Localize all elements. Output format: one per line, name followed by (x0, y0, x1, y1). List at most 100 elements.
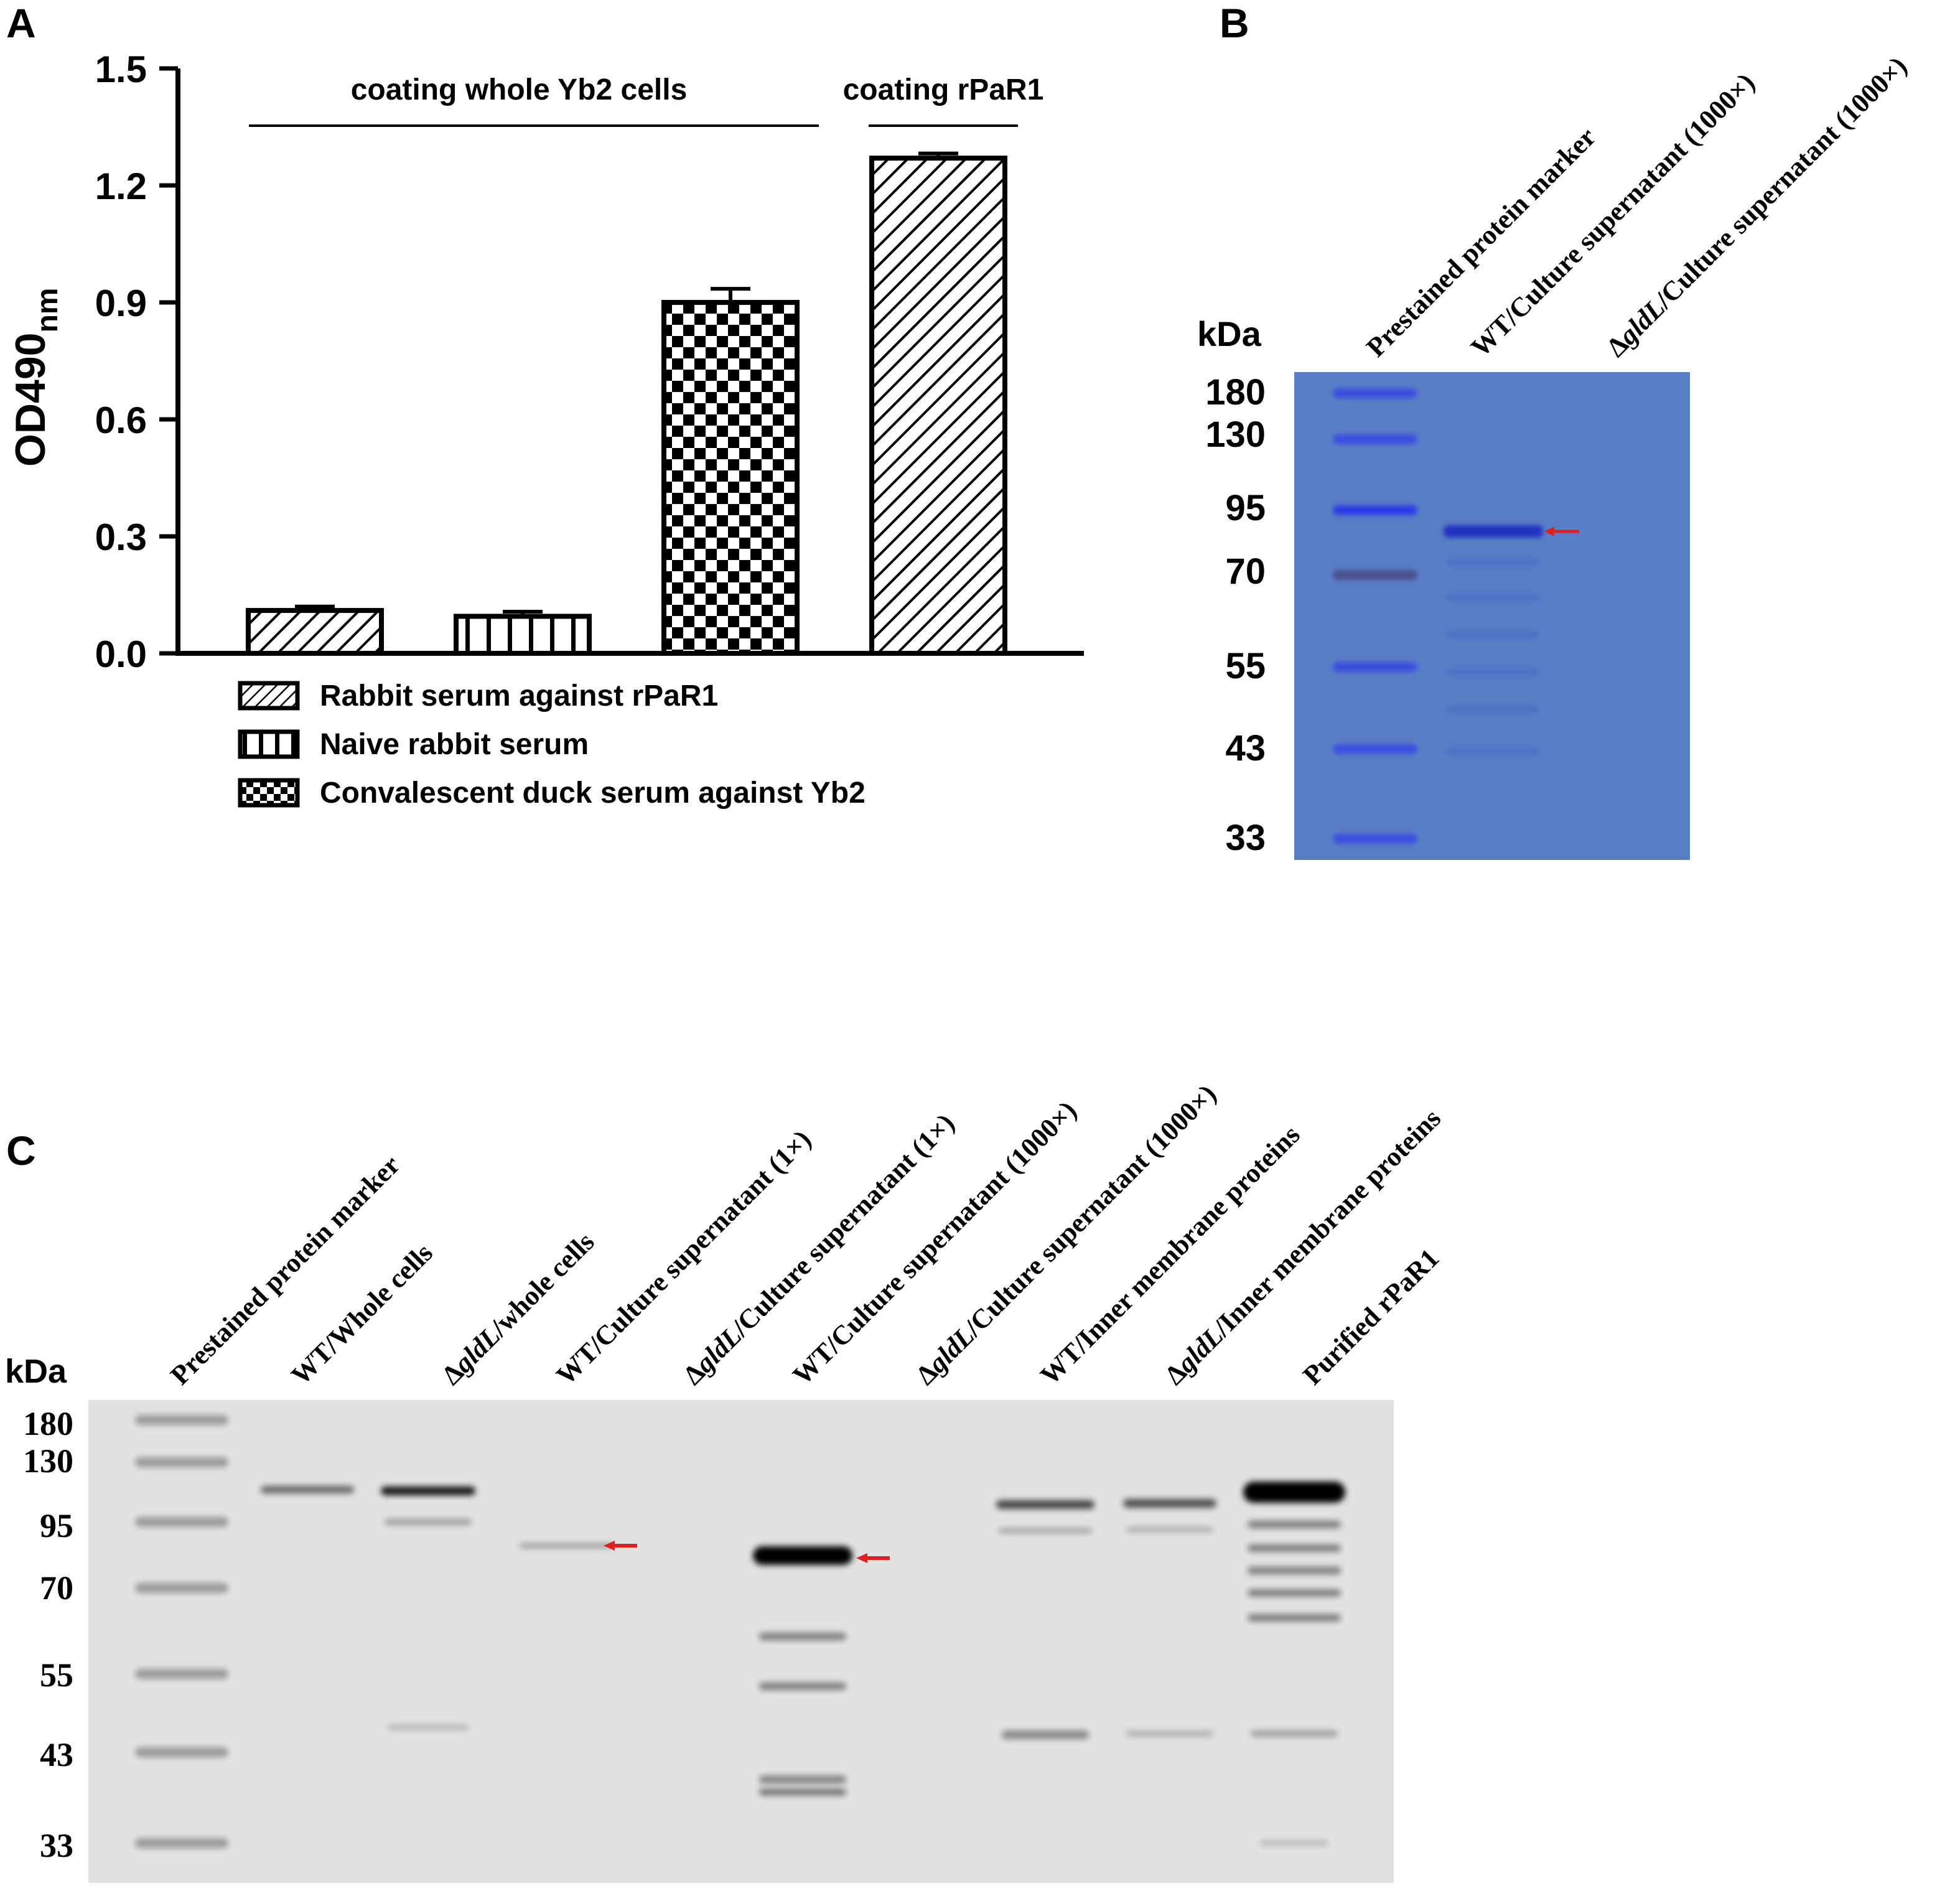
blot-band (1251, 1730, 1338, 1737)
lane-label-text: /Culture supernatant (1000×) (958, 1078, 1222, 1342)
blot-band (759, 1789, 846, 1795)
bar (454, 614, 592, 656)
blot-band (999, 1528, 1092, 1533)
legend-label: Naive rabbit serum (320, 728, 589, 761)
gel-b-unit: kDa (1197, 314, 1262, 353)
target-band (1444, 525, 1543, 538)
y-tick-label: 1.2 (95, 166, 147, 207)
faint-band (1446, 668, 1539, 676)
group-label-rpar1: coating rPaR1 (843, 73, 1044, 106)
gel-b-bands (1333, 388, 1579, 844)
bar (661, 300, 800, 656)
lane-label-text: Prestained protein marker (164, 1149, 406, 1391)
legend-label: Rabbit serum against rPaR1 (320, 679, 718, 712)
bar (869, 156, 1007, 656)
marker-label: 55 (1225, 646, 1266, 686)
blot-band (1243, 1482, 1345, 1503)
panel-a: A OD490nm 0.0 0.3 0.6 0.9 1.2 1.5 coating who… (6, 0, 1084, 810)
blot-band (385, 1519, 472, 1525)
marker-label: 95 (40, 1507, 73, 1544)
marker-band (135, 1517, 228, 1527)
blot-band (261, 1486, 354, 1493)
lane-label-text: /Culture supernatant (1000×) (1649, 50, 1913, 314)
arrow-head (604, 1541, 615, 1551)
blot-band (759, 1683, 846, 1690)
marker-label: 180 (1205, 372, 1266, 413)
marker-band (1333, 570, 1417, 580)
y-tick-label: 1.5 (95, 49, 147, 90)
lane-label: ΔgldL/Inner membrane proteins (1159, 1103, 1447, 1391)
lane-label: Purified rPaR1 (1297, 1243, 1445, 1391)
marker-band (1333, 662, 1417, 672)
y-tick-label: 0.0 (95, 633, 147, 675)
blot-band (759, 1776, 846, 1783)
marker-label: 43 (40, 1736, 73, 1773)
arrow-head (1544, 526, 1554, 536)
lane-label-text: /Inner membrane proteins (1207, 1103, 1447, 1342)
y-tick-label: 0.3 (95, 516, 147, 558)
blot-band (388, 1725, 469, 1730)
marker-band (135, 1838, 228, 1848)
marker-band (1333, 388, 1417, 398)
marker-label: 33 (1225, 818, 1266, 858)
marker-band (135, 1669, 228, 1679)
legend-label: Convalescent duck serum against Yb2 (320, 777, 866, 810)
marker-label: 70 (1225, 551, 1266, 592)
blot-band (1126, 1730, 1213, 1737)
faint-band (1446, 559, 1539, 566)
marker-band (1333, 505, 1417, 515)
marker-band (135, 1583, 228, 1593)
blot-band (1123, 1499, 1216, 1508)
lane-label-text: Purified rPaR1 (1297, 1243, 1445, 1391)
legend-swatch (238, 681, 300, 711)
marker-band (135, 1457, 228, 1467)
blot-band (520, 1543, 613, 1548)
gel-b-image (1294, 372, 1690, 860)
marker-label: 33 (40, 1827, 73, 1864)
lane-label: Prestained protein marker (164, 1149, 406, 1391)
blot-band (1002, 1730, 1089, 1739)
bar (246, 608, 384, 656)
lane-label: WT/Inner membrane proteins (1034, 1119, 1305, 1391)
lane-label-text: /whole cells (484, 1226, 600, 1343)
legend-swatch (238, 729, 300, 759)
panel-c: C kDa Prestained protein markerWT/Whole … (5, 1078, 1447, 1883)
legend: Rabbit serum against rPaR1 Naive rabbit s… (238, 679, 866, 810)
y-axis-ticks: 0.0 0.3 0.6 0.9 1.2 1.5 (95, 49, 178, 675)
faint-band (1446, 706, 1539, 713)
blot-c-unit: kDa (5, 1353, 67, 1390)
blot-band (1126, 1527, 1213, 1532)
blot-band (381, 1487, 475, 1495)
panel-b-label: B (1220, 0, 1249, 46)
blot-band (1248, 1614, 1341, 1622)
blot-band (1248, 1544, 1341, 1552)
marker-label: 130 (1205, 414, 1266, 455)
marker-label: 130 (23, 1442, 73, 1480)
panel-c-label: C (6, 1128, 36, 1174)
faint-band (1446, 748, 1539, 755)
blot-band (759, 1633, 846, 1640)
blot-band (753, 1546, 852, 1565)
marker-band (135, 1747, 228, 1757)
lane-label-text: WT/Inner membrane proteins (1034, 1119, 1305, 1391)
panel-b: B kDa Prestained protein markerWT/Cultur… (1197, 0, 1913, 860)
blot-c-image (88, 1400, 1394, 1883)
blot-band (996, 1500, 1094, 1509)
blot-c-bands (135, 1415, 1345, 1848)
marker-label: 70 (40, 1569, 73, 1607)
marker-band (135, 1415, 228, 1425)
marker-label: 180 (23, 1405, 73, 1442)
y-tick-label: 0.9 (95, 282, 147, 324)
panel-a-label: A (6, 0, 36, 46)
blot-band (1248, 1521, 1341, 1528)
marker-band (1333, 834, 1417, 844)
marker-label: 95 (1225, 488, 1266, 528)
lane-label: ΔgldL/Culture supernatant (1000×) (1600, 50, 1913, 363)
marker-label: 43 (1225, 728, 1266, 768)
faint-band (1446, 594, 1539, 601)
